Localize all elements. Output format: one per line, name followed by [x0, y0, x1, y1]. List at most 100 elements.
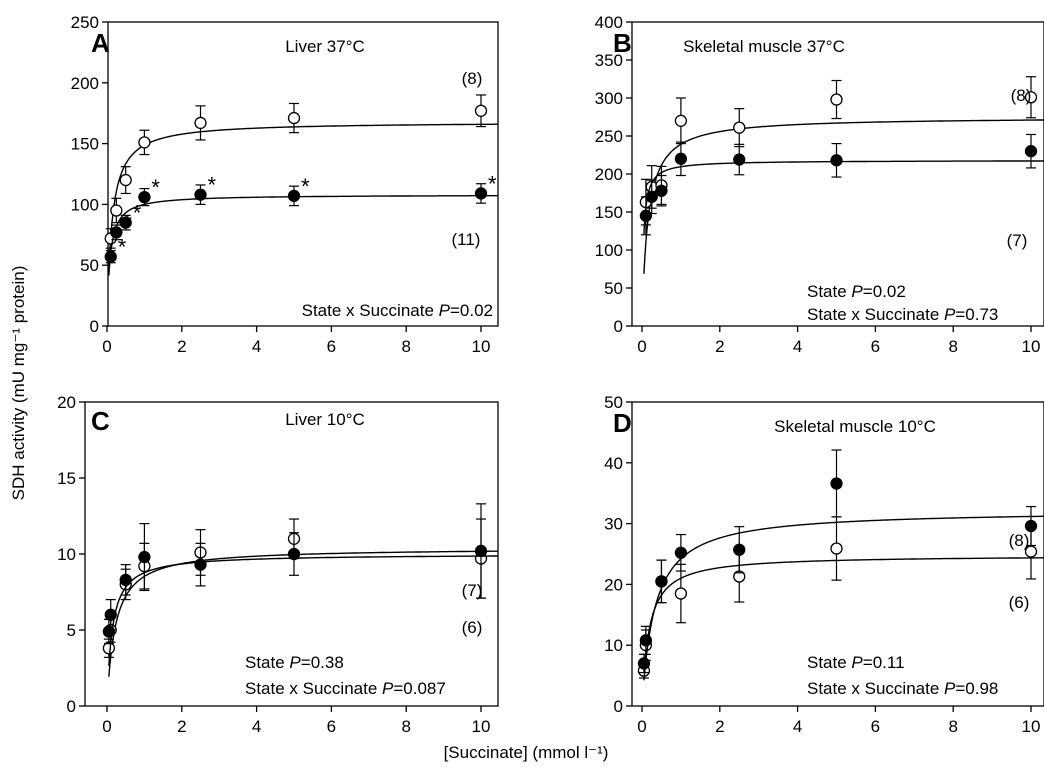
- filled-data-point: [474, 544, 488, 558]
- x-tick-label: 0: [102, 717, 111, 736]
- y-tick-label: 50: [604, 279, 623, 298]
- x-tick-label: 6: [327, 717, 336, 736]
- annotation-part: State x Succinate: [302, 301, 439, 320]
- x-tick-label: 8: [948, 717, 957, 736]
- annotation-part: P: [289, 653, 301, 672]
- filled-data-point: [102, 625, 116, 638]
- x-tick-label: 2: [715, 337, 724, 356]
- annotation-part: =0.98: [955, 679, 998, 698]
- filled-data-point: [655, 184, 668, 197]
- y-tick-label: 20: [604, 575, 623, 594]
- open-data-point: [287, 111, 301, 125]
- y-tick-label: 0: [67, 697, 76, 716]
- x-tick-label: 10: [1022, 717, 1041, 736]
- filled-data-point: [119, 216, 132, 229]
- y-tick-label: 0: [614, 697, 623, 716]
- open-data-point: [474, 104, 488, 117]
- panel-title: Skeletal muscle 37°C: [683, 37, 845, 56]
- annotation-part: =0.02: [863, 282, 906, 301]
- fit-curve: [108, 195, 498, 276]
- x-tick-label: 0: [637, 717, 646, 736]
- annotation-part: P: [439, 301, 451, 320]
- y-tick-label: 400: [595, 13, 623, 32]
- plot-frame: [107, 21, 499, 327]
- open-data-point: [733, 121, 746, 134]
- n-label: (8): [462, 69, 483, 88]
- filled-data-point: [733, 543, 746, 556]
- panel-letter: C: [91, 406, 110, 436]
- filled-data-point: [119, 573, 132, 586]
- plot-frame: [631, 21, 1044, 327]
- open-data-point: [1024, 91, 1038, 104]
- annotation-part: State x Succinate: [807, 305, 944, 324]
- filled-data-point: [194, 558, 207, 571]
- filled-data-point: [830, 477, 843, 490]
- stats-annotation: State x Succinate P=0.98: [807, 679, 998, 698]
- y-tick-label: 250: [595, 127, 623, 146]
- y-tick-label: 100: [595, 241, 623, 260]
- annotation-part: =0.11: [863, 653, 905, 672]
- x-tick-label: 4: [252, 337, 261, 356]
- x-tick-label: 10: [472, 717, 491, 736]
- filled-data-point: [830, 154, 843, 167]
- filled-data-point: [287, 189, 301, 203]
- panel-letter: D: [613, 408, 632, 438]
- filled-data-point: [637, 657, 651, 670]
- x-tick-label: 4: [793, 717, 802, 736]
- x-tick-label: 4: [252, 717, 261, 736]
- x-tick-label: 6: [871, 337, 880, 356]
- stats-annotation: State x Succinate P=0.087: [245, 679, 446, 698]
- filled-data-point: [1024, 145, 1038, 158]
- y-tick-label: 350: [595, 51, 623, 70]
- stats-annotation: State P=0.38: [245, 653, 344, 672]
- x-tick-label: 2: [177, 717, 186, 736]
- filled-data-point: [287, 547, 301, 561]
- y-axis-label: SDH activity (mU mg⁻¹ protein): [9, 266, 28, 501]
- annotation-part: =0.38: [301, 653, 344, 672]
- filled-data-point: [655, 575, 668, 588]
- x-tick-label: 8: [948, 337, 957, 356]
- x-tick-label: 0: [637, 337, 646, 356]
- panel-title: Liver 10°C: [285, 410, 365, 429]
- filled-data-point: [104, 250, 117, 263]
- x-tick-label: 2: [715, 717, 724, 736]
- fit-curve: [108, 123, 498, 270]
- panel-title: Liver 37°C: [285, 37, 365, 56]
- open-data-point: [674, 114, 688, 127]
- filled-data-point: [733, 153, 746, 166]
- significance-star: *: [301, 174, 310, 199]
- annotation-part: P: [851, 282, 863, 301]
- open-data-point: [830, 93, 843, 106]
- y-tick-label: 10: [57, 545, 76, 564]
- x-tick-label: 0: [102, 337, 111, 356]
- open-data-point: [110, 204, 123, 217]
- filled-data-point: [1024, 519, 1038, 533]
- n-label: (6): [462, 618, 483, 637]
- annotation-part: State x Succinate: [245, 679, 382, 698]
- filled-data-point: [138, 190, 151, 204]
- x-tick-label: 2: [177, 337, 186, 356]
- y-tick-label: 100: [71, 195, 99, 214]
- annotation-part: =0.02: [450, 301, 493, 320]
- filled-data-point: [674, 152, 688, 165]
- filled-data-point: [138, 550, 151, 564]
- y-tick-label: 300: [595, 89, 623, 108]
- open-data-point: [194, 116, 207, 130]
- x-tick-label: 10: [472, 337, 491, 356]
- annotation-part: P: [944, 679, 956, 698]
- x-tick-label: 6: [327, 337, 336, 356]
- y-tick-label: 50: [604, 393, 623, 412]
- y-tick-label: 150: [595, 203, 623, 222]
- y-tick-label: 0: [614, 317, 623, 336]
- annotation-part: State x Succinate: [807, 679, 944, 698]
- y-tick-label: 200: [71, 74, 99, 93]
- y-tick-label: 50: [80, 256, 99, 275]
- fit-curve: [643, 160, 1044, 235]
- fit-curve: [108, 550, 498, 677]
- open-data-point: [830, 542, 843, 555]
- n-label: (7): [462, 581, 483, 600]
- filled-data-point: [474, 187, 488, 200]
- x-axis-label: [Succinate] (mmol l⁻¹): [444, 743, 609, 762]
- significance-star: *: [151, 175, 160, 200]
